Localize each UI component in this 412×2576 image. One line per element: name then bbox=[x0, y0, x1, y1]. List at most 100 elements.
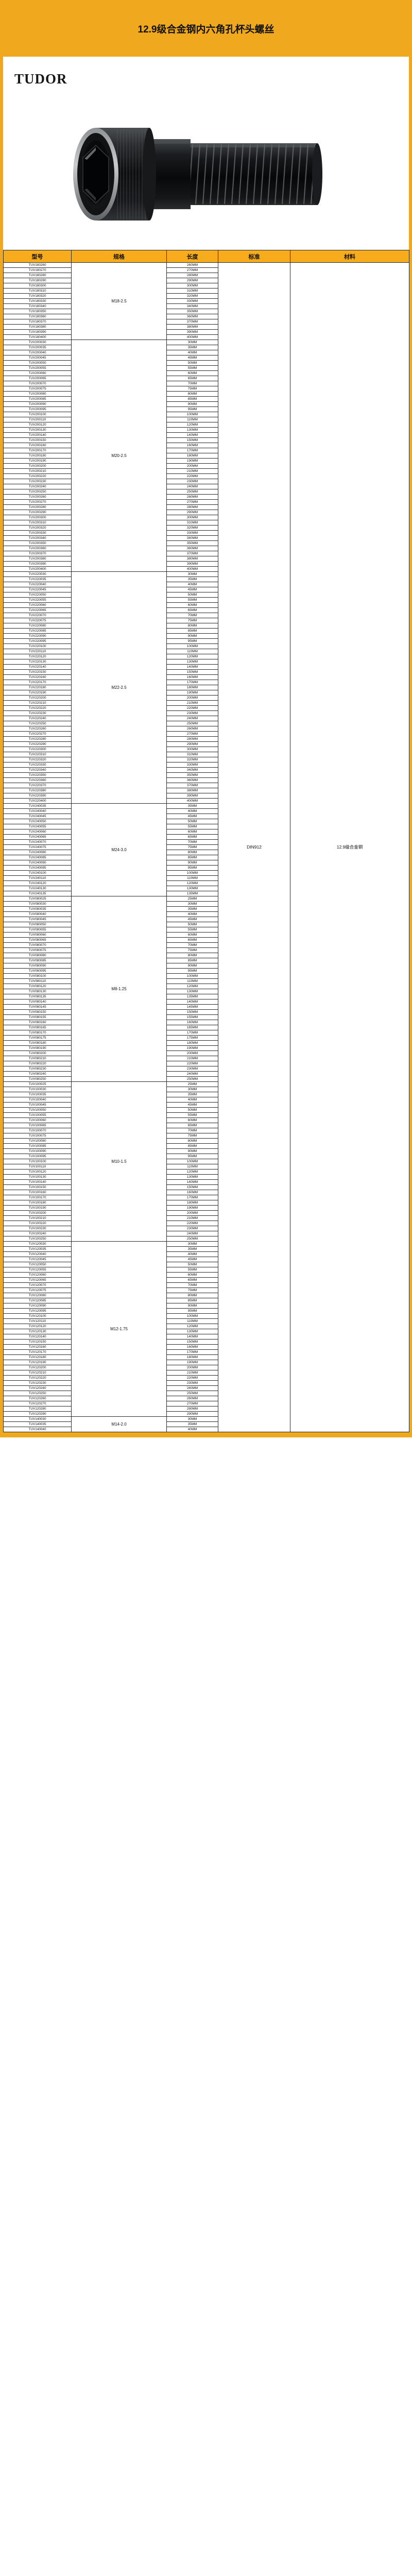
cell-length: 130MM bbox=[166, 659, 218, 665]
cell-model: TUV200100 bbox=[3, 412, 72, 417]
cell-model: TUV120035 bbox=[3, 1246, 72, 1252]
cell-model: TUV220130 bbox=[3, 659, 72, 665]
cell-length: 240MM bbox=[166, 484, 218, 489]
cell-length: 40MM bbox=[166, 350, 218, 355]
cell-length: 35MM bbox=[166, 803, 218, 809]
cell-length: 35MM bbox=[166, 1092, 218, 1097]
cell-length: 90MM bbox=[166, 633, 218, 639]
cell-length: 150MM bbox=[166, 1009, 218, 1015]
cell-length: 250MM bbox=[166, 1236, 218, 1242]
cell-model: TUV120130 bbox=[3, 1329, 72, 1334]
cell-length: 390MM bbox=[166, 329, 218, 335]
cell-model: TUV120200 bbox=[3, 1365, 72, 1370]
cell-model: TUV220370 bbox=[3, 783, 72, 788]
cell-length: 30MM bbox=[166, 340, 218, 345]
cell-model: TUV080100 bbox=[3, 973, 72, 979]
cell-model: TUV220260 bbox=[3, 726, 72, 732]
cell-model: TUV200230 bbox=[3, 479, 72, 484]
cell-model: TUV220090 bbox=[3, 633, 72, 639]
cell-model: TUV120050 bbox=[3, 1262, 72, 1267]
cell-length: 110MM bbox=[166, 978, 218, 984]
cell-model: TUV200040 bbox=[3, 350, 72, 355]
table-row: TUV100025 M10-1.5 25MM bbox=[3, 1081, 409, 1242]
cell-length: 85MM bbox=[166, 958, 218, 963]
cell-model: TUV080045 bbox=[3, 917, 72, 922]
cell-length: 25MM bbox=[166, 1081, 218, 1087]
cell-length: 45MM bbox=[166, 814, 218, 819]
cell-model: TUV100095 bbox=[3, 1154, 72, 1159]
cell-model: TUV200200 bbox=[3, 463, 72, 469]
cell-length: 75MM bbox=[166, 618, 218, 623]
cell-length: 160MM bbox=[166, 443, 218, 448]
cell-model: TUV200370 bbox=[3, 551, 72, 556]
cell-model: TUV220250 bbox=[3, 721, 72, 726]
cell-length: 80MM bbox=[166, 850, 218, 855]
cell-model: TUV200085 bbox=[3, 396, 72, 402]
cell-model: TUV080025 bbox=[3, 896, 72, 902]
cell-model: TUV220080 bbox=[3, 623, 72, 629]
cell-length: 60MM bbox=[166, 829, 218, 835]
cell-model: TUV080160 bbox=[3, 1020, 72, 1025]
cell-model: TUV220075 bbox=[3, 618, 72, 623]
cell-length: 35MM bbox=[166, 1246, 218, 1252]
cell-model: TUV100100 bbox=[3, 1159, 72, 1164]
cell-length: 240MM bbox=[166, 1385, 218, 1391]
cell-length: 40MM bbox=[166, 1251, 218, 1257]
cell-length: 95MM bbox=[166, 865, 218, 871]
cell-model: TUV220040 bbox=[3, 582, 72, 587]
cell-model: TUV080230 bbox=[3, 1066, 72, 1072]
cell-length: 110MM bbox=[166, 875, 218, 881]
cell-length: 310MM bbox=[166, 752, 218, 757]
cell-model: TUV220060 bbox=[3, 602, 72, 608]
cell-model: TUV200030 bbox=[3, 340, 72, 345]
cell-model: TUV200310 bbox=[3, 520, 72, 526]
footer-band bbox=[0, 1432, 412, 1437]
cell-length: 250MM bbox=[166, 721, 218, 726]
cell-length: 290MM bbox=[166, 1411, 218, 1417]
cell-length: 150MM bbox=[166, 669, 218, 675]
cell-model: TUV220065 bbox=[3, 607, 72, 613]
cell-model: TUV180270 bbox=[3, 267, 72, 273]
cell-length: 50MM bbox=[166, 819, 218, 824]
cell-length: 180MM bbox=[166, 685, 218, 690]
cell-length: 180MM bbox=[166, 1200, 218, 1206]
cell-length: 260MM bbox=[166, 726, 218, 732]
cell-model: TUV080120 bbox=[3, 984, 72, 989]
cell-model: TUV100200 bbox=[3, 1210, 72, 1216]
cell-model: TUV100230 bbox=[3, 1226, 72, 1231]
cell-length: 400MM bbox=[166, 798, 218, 804]
cell-model: TUV080210 bbox=[3, 1056, 72, 1061]
cell-length: 40MM bbox=[166, 582, 218, 587]
page-title: 12.9级合金钢内六角孔杯头螺丝 bbox=[138, 24, 274, 35]
cell-length: 50MM bbox=[166, 1107, 218, 1113]
cell-model: TUV100170 bbox=[3, 1195, 72, 1200]
cell-model: TUV180300 bbox=[3, 283, 72, 289]
cell-model: TUV200330 bbox=[3, 530, 72, 536]
cell-length: 210MM bbox=[166, 700, 218, 706]
cell-model: TUV120290 bbox=[3, 1411, 72, 1417]
cell-model: TUV200060 bbox=[3, 370, 72, 376]
cell-length: 270MM bbox=[166, 267, 218, 273]
cell-length: 370MM bbox=[166, 319, 218, 325]
cell-length: 300MM bbox=[166, 747, 218, 752]
cell-length: 240MM bbox=[166, 716, 218, 721]
cell-model: TUV080110 bbox=[3, 978, 72, 984]
cell-length: 280MM bbox=[166, 504, 218, 510]
cell-model: TUV100160 bbox=[3, 1190, 72, 1195]
cell-length: 140MM bbox=[166, 432, 218, 438]
cell-model: TUV200340 bbox=[3, 535, 72, 541]
cell-length: 330MM bbox=[166, 762, 218, 768]
cell-model: TUV200095 bbox=[3, 406, 72, 412]
cell-length: 50MM bbox=[166, 592, 218, 598]
cell-model: TUV120060 bbox=[3, 1272, 72, 1278]
cell-length: 55MM bbox=[166, 1112, 218, 1118]
cell-model: TUV120075 bbox=[3, 1287, 72, 1293]
cell-length: 400MM bbox=[166, 334, 218, 340]
cell-length: 200MM bbox=[166, 463, 218, 469]
cell-model: TUV220190 bbox=[3, 690, 72, 696]
cell-model: TUV220300 bbox=[3, 747, 72, 752]
cell-length: 200MM bbox=[166, 1365, 218, 1370]
cell-length: 190MM bbox=[166, 690, 218, 696]
cell-model: TUV100090 bbox=[3, 1148, 72, 1154]
cell-model: TUV100060 bbox=[3, 1117, 72, 1123]
